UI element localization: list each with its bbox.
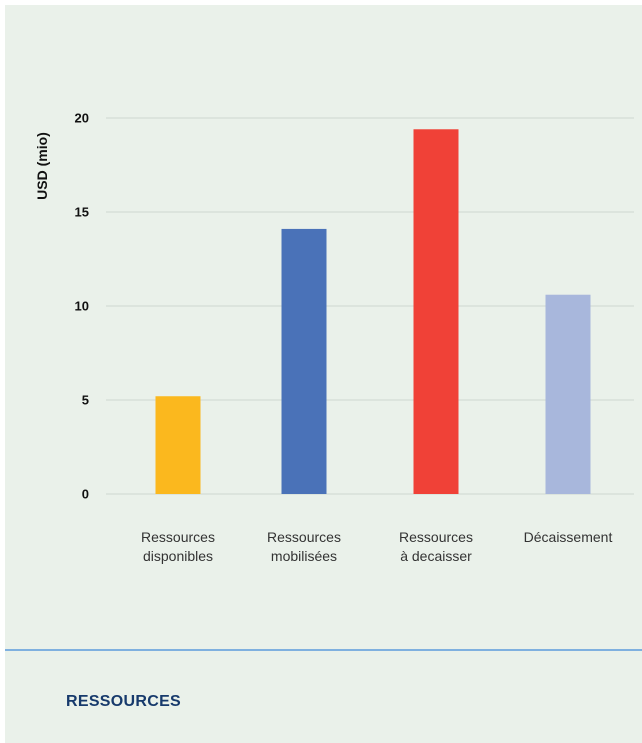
y-tick-label: 0 — [82, 487, 89, 502]
x-category-label: Ressources — [141, 529, 215, 545]
bar-chart: 0 5 10 15 20 USD (mio) Ressources disponibles Re… — [34, 111, 634, 564]
x-category-label: Ressources — [267, 529, 341, 545]
x-category-label: mobilisées — [271, 548, 337, 564]
bar — [545, 294, 591, 494]
x-category-label: à decaisser — [400, 548, 472, 564]
section-divider — [5, 649, 642, 651]
bar — [413, 129, 459, 494]
y-tick-label: 15 — [75, 205, 89, 220]
section-label: RESSOURCES — [66, 693, 182, 710]
y-axis-title: USD (mio) — [34, 132, 50, 200]
x-category-label: Décaissement — [524, 529, 613, 545]
y-tick-label: 5 — [82, 393, 89, 408]
bar — [155, 396, 201, 494]
x-category-label: disponibles — [143, 548, 213, 564]
y-tick-label: 10 — [75, 299, 89, 314]
x-category-label: Ressources — [399, 529, 473, 545]
bar — [281, 228, 327, 495]
y-tick-label: 20 — [75, 111, 89, 126]
